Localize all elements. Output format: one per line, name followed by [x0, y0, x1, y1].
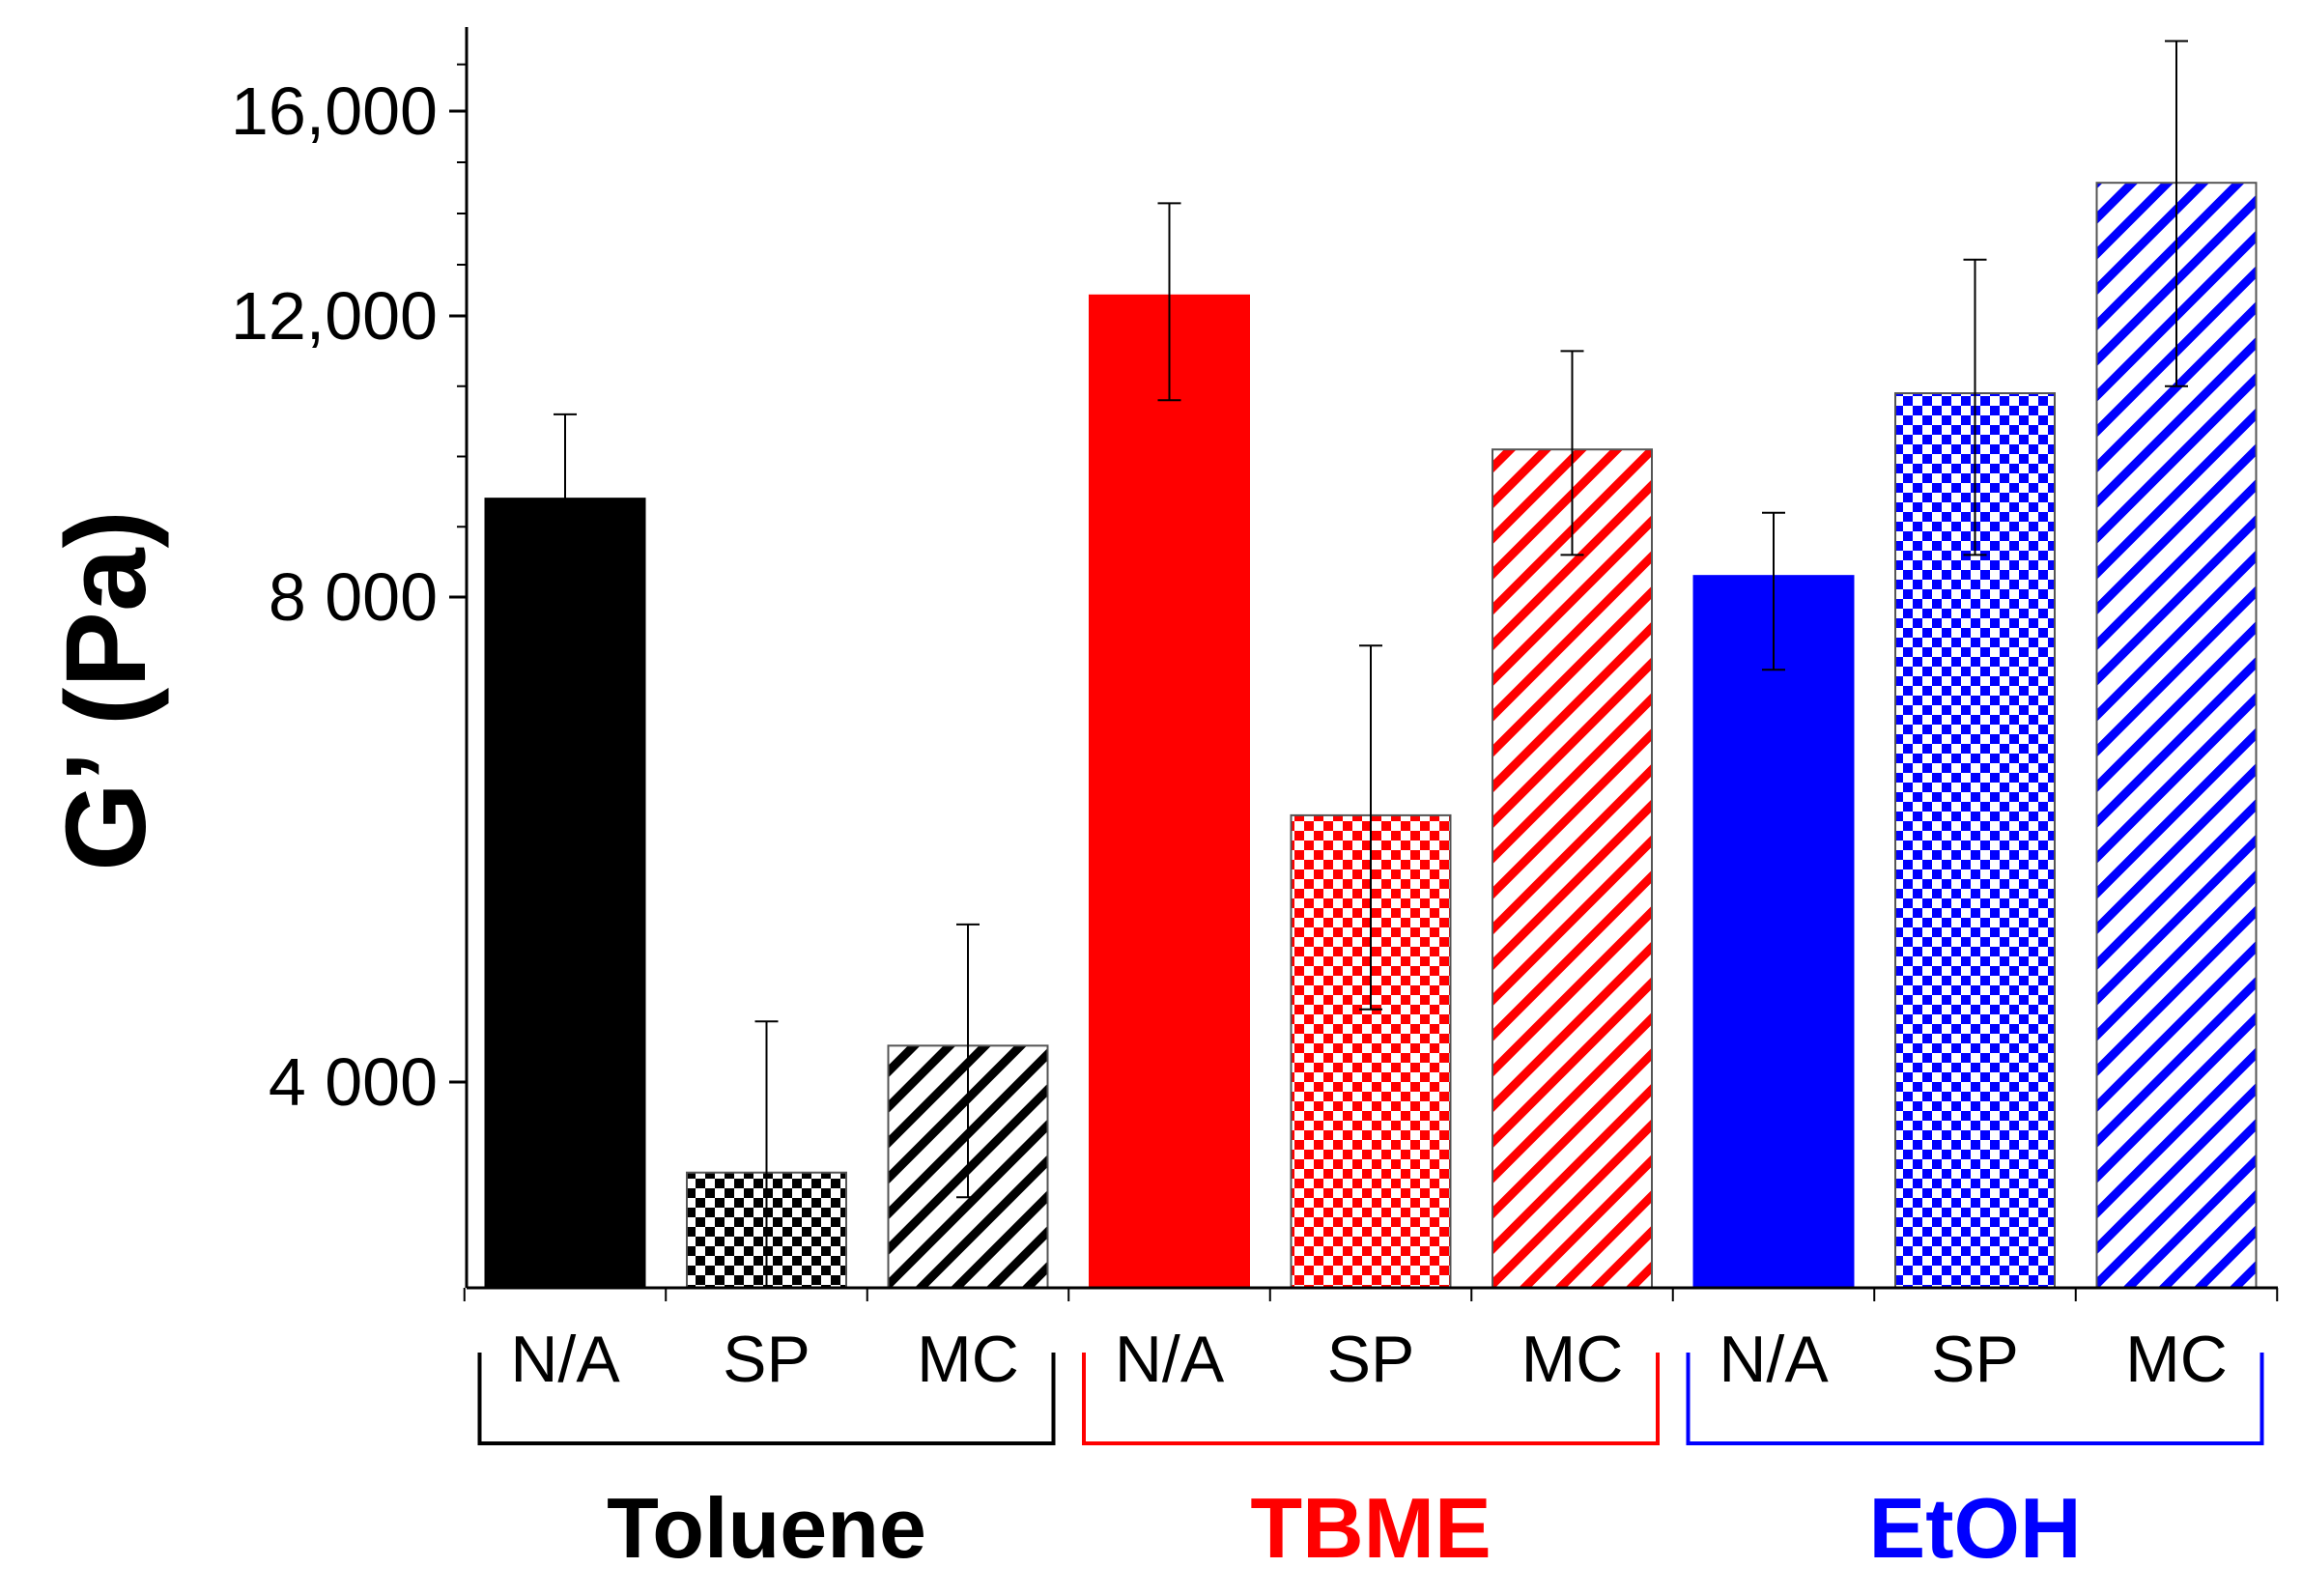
bar-tbme-na — [1089, 294, 1250, 1289]
group-label-etoh: EtOH — [1869, 1480, 2082, 1576]
category-label: MC — [1521, 1323, 1624, 1396]
group-bracket-etoh — [1686, 1353, 2264, 1445]
group-bracket-toluene — [477, 1353, 1056, 1445]
group-label-toluene: Toluene — [607, 1480, 926, 1576]
category-label: SP — [1327, 1323, 1415, 1396]
category-label: N/A — [510, 1323, 620, 1396]
y-tick-label: 12,000 — [231, 278, 438, 354]
group-bracket-tbme — [1082, 1353, 1660, 1445]
y-tick-label: 8 000 — [269, 559, 438, 635]
group-label-tbme: TBME — [1250, 1480, 1491, 1576]
category-label: SP — [723, 1323, 810, 1396]
y-axis-title: G’ (Pa) — [43, 510, 170, 871]
axes-layer — [449, 27, 2279, 1445]
y-tick-label: 4 000 — [269, 1044, 438, 1120]
labels-layer: N/A SP MC N/A SP MC N/A SP MC 4 000 8 000 12,000 16,… — [43, 73, 2228, 1576]
category-label: MC — [917, 1323, 1019, 1396]
y-tick-label: 16,000 — [231, 73, 438, 149]
bar-tbme-mc — [1492, 448, 1653, 1290]
category-label: MC — [2125, 1323, 2228, 1396]
bar-toluene-na — [484, 498, 646, 1289]
category-label: SP — [1931, 1323, 2019, 1396]
category-label: N/A — [1115, 1323, 1225, 1396]
bar-etoh-na — [1692, 575, 1855, 1289]
bars-layer — [484, 182, 2258, 1290]
category-label: N/A — [1719, 1323, 1829, 1396]
